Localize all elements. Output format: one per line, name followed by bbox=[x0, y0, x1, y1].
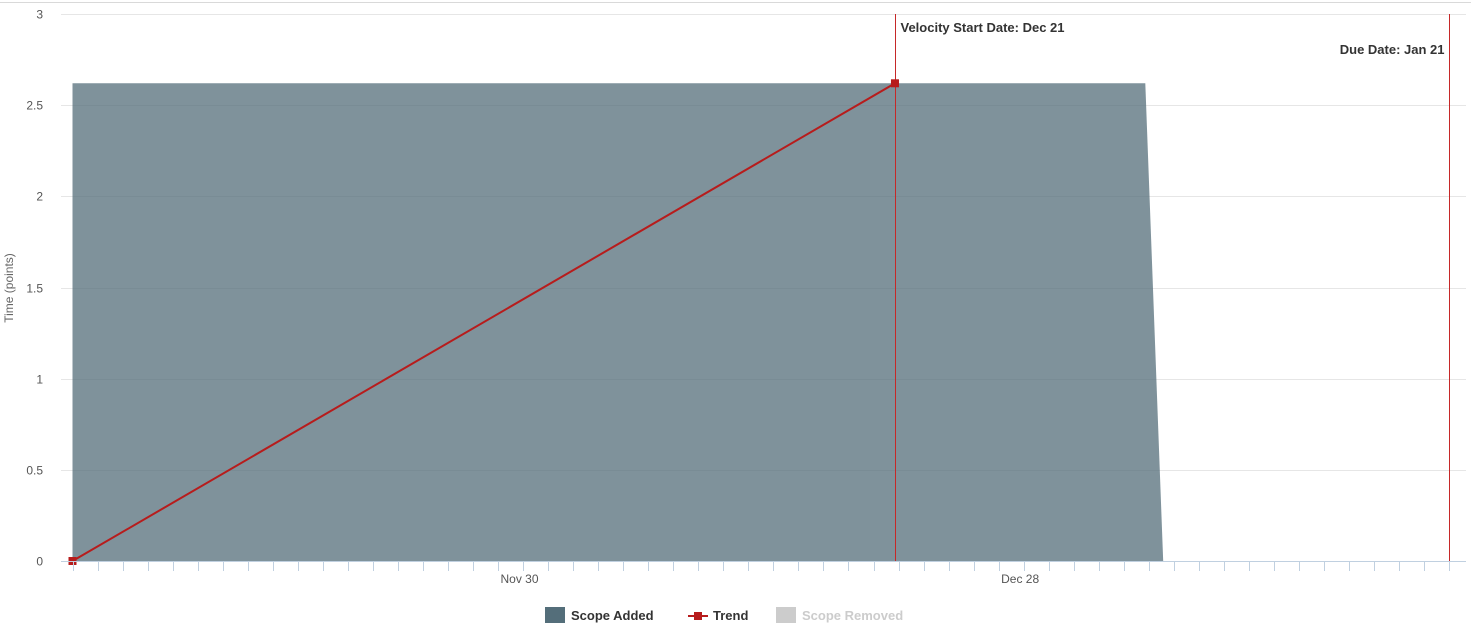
trend-line bbox=[71, 82, 896, 562]
legend-swatch-scope-added bbox=[545, 607, 565, 623]
legend-item-trend[interactable]: Trend bbox=[688, 608, 748, 623]
y-tick-label: 0.5 bbox=[26, 464, 43, 478]
x-tick-label: Nov 30 bbox=[500, 572, 538, 586]
scope-added-area bbox=[72, 83, 1164, 561]
y-tick-label: 2 bbox=[36, 190, 43, 204]
x-axis: Nov 30 Dec 28 bbox=[61, 561, 1466, 586]
y-tick-label: 3 bbox=[36, 8, 43, 22]
legend-item-scope-added[interactable]: Scope Added bbox=[545, 607, 654, 623]
x-tick-label: Dec 28 bbox=[1001, 572, 1039, 586]
legend-label-scope-added: Scope Added bbox=[571, 608, 654, 623]
y-tick-label: 0 bbox=[36, 555, 43, 569]
legend-swatch-scope-removed bbox=[776, 607, 796, 623]
y-tick-label: 1 bbox=[36, 373, 43, 387]
y-tick-label: 2.5 bbox=[26, 99, 43, 113]
due-date-label: Due Date: Jan 21 bbox=[1340, 42, 1445, 57]
legend: Scope Added Trend Scope Removed bbox=[545, 607, 903, 623]
scope-added-area-layer bbox=[72, 83, 1164, 561]
legend-label-trend: Trend bbox=[713, 608, 748, 623]
legend-swatch-trend-marker bbox=[694, 612, 702, 620]
y-tick-label: 1.5 bbox=[26, 282, 43, 296]
legend-label-scope-removed: Scope Removed bbox=[802, 608, 903, 623]
y-axis-title: Time (points) bbox=[2, 253, 16, 323]
velocity-start-label: Velocity Start Date: Dec 21 bbox=[901, 20, 1065, 35]
chart-top-border bbox=[0, 2, 1471, 3]
trend-marker[interactable] bbox=[890, 79, 899, 88]
y-axis: 0 0.5 1 1.5 2 2.5 3 bbox=[26, 8, 43, 569]
plot-lines: Velocity Start Date: Dec 21 Due Date: Jan… bbox=[895, 14, 1450, 561]
legend-item-scope-removed[interactable]: Scope Removed bbox=[776, 607, 903, 623]
